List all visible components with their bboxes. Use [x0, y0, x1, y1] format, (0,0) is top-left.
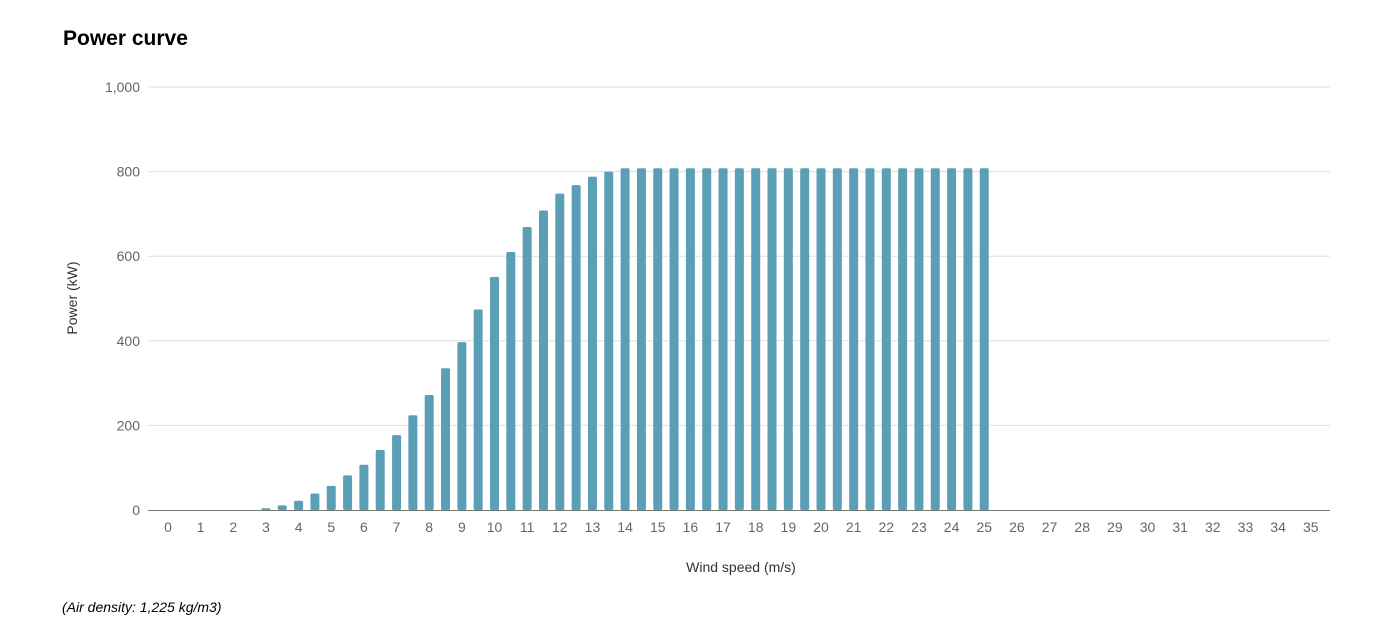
x-tick-label: 9 [458, 519, 466, 535]
bar[interactable] [571, 185, 581, 511]
x-tick-label: 31 [1172, 519, 1188, 535]
x-tick-label: 17 [715, 519, 731, 535]
bar[interactable] [604, 171, 614, 510]
x-tick-label: 35 [1303, 519, 1319, 535]
y-axis-label: Power (kW) [64, 261, 80, 334]
bar[interactable] [555, 193, 565, 510]
bar[interactable] [343, 475, 353, 510]
y-tick-label: 0 [132, 502, 140, 518]
x-tick-label: 6 [360, 519, 368, 535]
bar[interactable] [930, 168, 940, 510]
bar[interactable] [734, 168, 744, 510]
bar[interactable] [653, 168, 663, 510]
bar[interactable] [767, 168, 777, 510]
x-tick-label: 18 [748, 519, 764, 535]
x-tick-label: 3 [262, 519, 270, 535]
x-tick-label: 25 [976, 519, 992, 535]
x-tick-label: 16 [683, 519, 699, 535]
bar[interactable] [832, 168, 842, 510]
y-tick-label: 400 [117, 333, 141, 349]
x-tick-label: 24 [944, 519, 960, 535]
bar[interactable] [441, 368, 451, 510]
x-tick-label: 11 [520, 519, 535, 535]
bar[interactable] [310, 493, 320, 510]
x-tick-label: 7 [393, 519, 401, 535]
x-axis-ticks: 0 1 2 3 4 5 6 7 8 9 10 11 12 13 14 15 16 17 18 19 20 21 22 23 24… [164, 519, 1319, 535]
bar[interactable] [751, 168, 761, 510]
bar[interactable] [963, 168, 973, 510]
x-tick-label: 19 [781, 519, 797, 535]
x-tick-label: 29 [1107, 519, 1123, 535]
x-tick-label: 13 [585, 519, 601, 535]
x-tick-label: 32 [1205, 519, 1221, 535]
bar[interactable] [587, 176, 597, 510]
x-tick-label: 12 [552, 519, 568, 535]
bar[interactable] [669, 168, 679, 510]
x-tick-label: 10 [487, 519, 503, 535]
x-tick-label: 4 [295, 519, 303, 535]
x-tick-label: 26 [1009, 519, 1025, 535]
bar[interactable] [359, 464, 369, 510]
x-tick-label: 0 [164, 519, 172, 535]
chart-title: Power curve [63, 27, 188, 50]
bar[interactable] [408, 415, 418, 510]
bar[interactable] [490, 276, 499, 510]
bar[interactable] [636, 168, 646, 510]
bar[interactable] [816, 168, 826, 510]
bar[interactable] [800, 168, 810, 510]
bar[interactable] [979, 168, 989, 510]
bar[interactable] [947, 168, 957, 510]
bar-series [261, 168, 989, 511]
bar[interactable] [718, 168, 728, 510]
bar[interactable] [783, 168, 793, 510]
bar[interactable] [898, 168, 908, 510]
x-tick-label: 30 [1140, 519, 1156, 535]
x-tick-label: 20 [813, 519, 829, 535]
bar[interactable] [326, 485, 336, 510]
bar[interactable] [473, 309, 483, 510]
bar[interactable] [457, 342, 467, 510]
bar[interactable] [620, 168, 630, 510]
bar[interactable] [277, 505, 287, 510]
bar[interactable] [849, 168, 859, 510]
x-tick-label: 2 [229, 519, 237, 535]
x-tick-label: 21 [846, 519, 862, 535]
bar[interactable] [881, 168, 891, 510]
bar[interactable] [294, 500, 304, 510]
bar[interactable] [702, 168, 712, 510]
x-tick-label: 1 [197, 519, 205, 535]
x-tick-label: 5 [327, 519, 335, 535]
bar[interactable] [522, 227, 532, 510]
air-density-note: (Air density: 1,225 kg/m3) [62, 599, 222, 615]
bar[interactable] [538, 210, 548, 511]
x-tick-label: 8 [425, 519, 433, 535]
x-tick-label: 33 [1238, 519, 1254, 535]
bar[interactable] [392, 435, 402, 510]
bar[interactable] [914, 168, 924, 510]
y-axis-ticks: 0 200 400 600 800 1,000 [105, 79, 140, 518]
bar[interactable] [685, 168, 695, 510]
x-tick-label: 14 [617, 519, 633, 535]
x-axis-label: Wind speed (m/s) [686, 559, 796, 575]
x-tick-label: 22 [879, 519, 895, 535]
y-tick-label: 200 [117, 417, 141, 433]
y-tick-label: 600 [117, 248, 141, 264]
bar[interactable] [506, 251, 516, 510]
y-tick-label: 1,000 [105, 79, 140, 95]
bar[interactable] [375, 449, 385, 510]
x-tick-label: 27 [1042, 519, 1058, 535]
y-tick-label: 800 [117, 164, 141, 180]
x-tick-label: 23 [911, 519, 927, 535]
x-tick-label: 28 [1074, 519, 1090, 535]
bar[interactable] [261, 508, 271, 510]
bar[interactable] [424, 394, 434, 510]
x-tick-label: 34 [1270, 519, 1286, 535]
x-tick-label: 15 [650, 519, 666, 535]
bar[interactable] [865, 168, 875, 510]
